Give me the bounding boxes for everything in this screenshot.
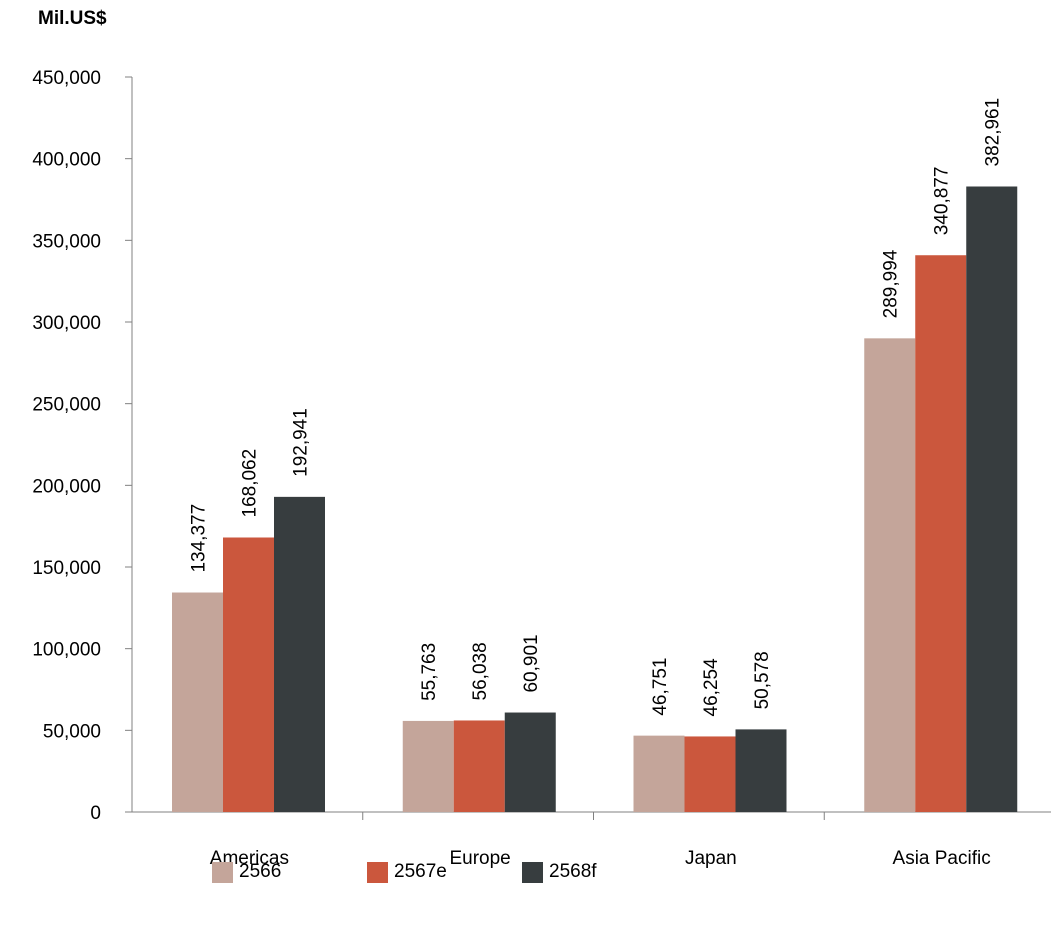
legend-item: 2567e (367, 861, 522, 883)
bar (633, 735, 685, 812)
y-tick-label: 200,000 (32, 476, 101, 497)
y-tick-label: 350,000 (32, 231, 101, 252)
y-tick-label: 0 (90, 803, 101, 824)
bar (504, 712, 556, 812)
chart-legend: 2566 2567e 2568f (212, 861, 677, 883)
legend-label: 2568f (549, 861, 597, 882)
y-tick-label: 400,000 (32, 150, 101, 171)
y-tick-label: 450,000 (32, 68, 101, 89)
bar (172, 592, 223, 812)
y-axis-unit-label: Mil.US$ (38, 8, 107, 29)
data-label: 60,901 (521, 634, 542, 692)
legend-item: 2568f (522, 861, 677, 883)
chart-data-labels: 134,377 168,062 192,941 55,763 56,038 60,901 4… (189, 98, 1004, 717)
data-label: 55,763 (419, 643, 440, 701)
data-label: 168,062 (240, 449, 261, 518)
data-label: 340,877 (932, 167, 953, 236)
legend-swatch (367, 861, 388, 883)
data-label: 46,751 (650, 658, 671, 716)
bar (864, 338, 916, 812)
legend-label: 2567e (394, 861, 447, 882)
y-tick-label: 150,000 (32, 558, 101, 579)
bar (915, 255, 967, 812)
y-tick-label: 300,000 (32, 313, 101, 334)
legend-label: 2566 (239, 861, 282, 882)
bar (684, 736, 736, 812)
bar (402, 720, 454, 812)
legend-swatch (212, 861, 233, 883)
chart-axes: 0 50,000 100,000 150,000 200,000 250,000 300,0… (32, 68, 1051, 869)
bar (274, 496, 325, 812)
legend-item: 2566 (212, 861, 367, 883)
chart-bars (172, 186, 1018, 812)
bar (966, 186, 1018, 812)
y-tick-label: 100,000 (32, 640, 101, 661)
data-label: 192,941 (291, 408, 312, 477)
data-label: 289,994 (881, 249, 902, 318)
data-label: 134,377 (189, 504, 210, 573)
data-label: 50,578 (752, 651, 773, 709)
data-label: 46,254 (701, 658, 722, 717)
bar (735, 729, 787, 812)
y-tick-label: 250,000 (32, 395, 101, 416)
data-label: 382,961 (983, 98, 1004, 167)
x-tick-label: Japan (685, 848, 737, 869)
data-label: 56,038 (470, 642, 491, 700)
x-tick-label: Europe (449, 848, 510, 869)
legend-swatch (522, 861, 543, 883)
bar (223, 537, 274, 812)
bar (453, 720, 505, 812)
y-tick-label: 50,000 (43, 721, 101, 742)
x-tick-label: Asia Pacific (893, 848, 991, 869)
